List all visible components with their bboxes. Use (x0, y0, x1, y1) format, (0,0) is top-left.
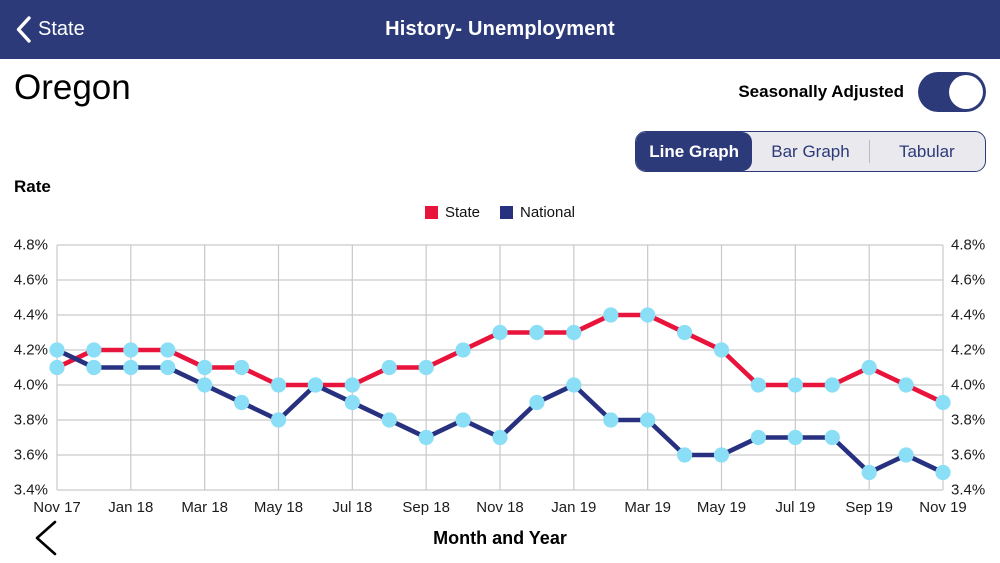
svg-text:4.0%: 4.0% (951, 377, 985, 394)
svg-text:4.8%: 4.8% (951, 237, 985, 254)
toggle-knob (949, 75, 983, 109)
svg-text:Sep 18: Sep 18 (402, 499, 450, 516)
chevron-left-icon (16, 16, 31, 43)
back-button-label: State (38, 18, 85, 40)
svg-text:4.4%: 4.4% (951, 307, 985, 324)
chevron-left-icon (35, 520, 57, 555)
svg-text:Mar 18: Mar 18 (181, 499, 228, 516)
chart-area: 3.4% 3.4% 3.6% 3.6% 3.8% 3.8% 4.0% 4.0% 4.2% 4.2%… (0, 230, 1000, 522)
back-button[interactable]: State (16, 0, 85, 59)
tab-bar-graph[interactable]: Bar Graph (752, 132, 868, 171)
unemployment-line-chart: 3.4% 3.4% 3.6% 3.6% 3.8% 3.8% 4.0% 4.0% 4.2% 4.2%… (14, 237, 985, 517)
seasonally-adjusted-toggle[interactable] (918, 72, 986, 112)
svg-text:May 18: May 18 (254, 499, 303, 516)
svg-text:4.2%: 4.2% (951, 342, 985, 359)
legend-swatch-national (499, 206, 513, 219)
svg-text:3.8%: 3.8% (951, 412, 985, 429)
legend-item-national: National (499, 204, 576, 221)
svg-text:Nov 17: Nov 17 (33, 499, 81, 516)
svg-text:Nov 19: Nov 19 (919, 499, 967, 516)
legend-item-state: State (424, 204, 480, 221)
svg-text:Jul 18: Jul 18 (332, 499, 372, 516)
view-segmented-control: Line Graph Bar Graph Tabular (635, 131, 986, 172)
svg-text:4.6%: 4.6% (951, 272, 985, 289)
seasonally-adjusted-label: Seasonally Adjusted (738, 82, 904, 101)
page-title: History- Unemployment (385, 18, 615, 40)
nav-bar: State History- Unemployment (0, 0, 1000, 59)
seasonally-adjusted-row: Seasonally Adjusted (738, 72, 986, 112)
svg-text:3.4%: 3.4% (951, 482, 985, 499)
svg-text:3.6%: 3.6% (951, 447, 985, 464)
svg-text:May 19: May 19 (697, 499, 746, 516)
svg-text:3.6%: 3.6% (14, 447, 48, 464)
y-axis-title: Rate (14, 177, 51, 196)
svg-text:4.4%: 4.4% (14, 307, 48, 324)
legend-label-state: State (444, 204, 480, 221)
svg-text:4.2%: 4.2% (14, 342, 48, 359)
svg-text:4.6%: 4.6% (14, 272, 48, 289)
svg-text:Sep 19: Sep 19 (845, 499, 893, 516)
svg-text:3.4%: 3.4% (14, 482, 48, 499)
chart-legend: State National (0, 204, 1000, 221)
legend-label-national: National (519, 204, 576, 221)
x-axis-title: Month and Year (433, 528, 567, 548)
svg-text:Jul 19: Jul 19 (775, 499, 815, 516)
tab-tabular[interactable]: Tabular (868, 132, 985, 171)
svg-text:4.0%: 4.0% (14, 377, 48, 394)
legend-swatch-state (424, 206, 438, 219)
svg-text:Mar 19: Mar 19 (624, 499, 671, 516)
svg-text:3.8%: 3.8% (14, 412, 48, 429)
state-name-heading: Oregon (14, 68, 131, 107)
svg-text:4.8%: 4.8% (14, 237, 48, 254)
svg-text:Nov 18: Nov 18 (476, 499, 524, 516)
back-chevron-button[interactable] (28, 518, 64, 560)
svg-text:Jan 18: Jan 18 (108, 499, 153, 516)
tab-line-graph[interactable]: Line Graph (636, 132, 753, 171)
svg-text:Jan 19: Jan 19 (551, 499, 596, 516)
